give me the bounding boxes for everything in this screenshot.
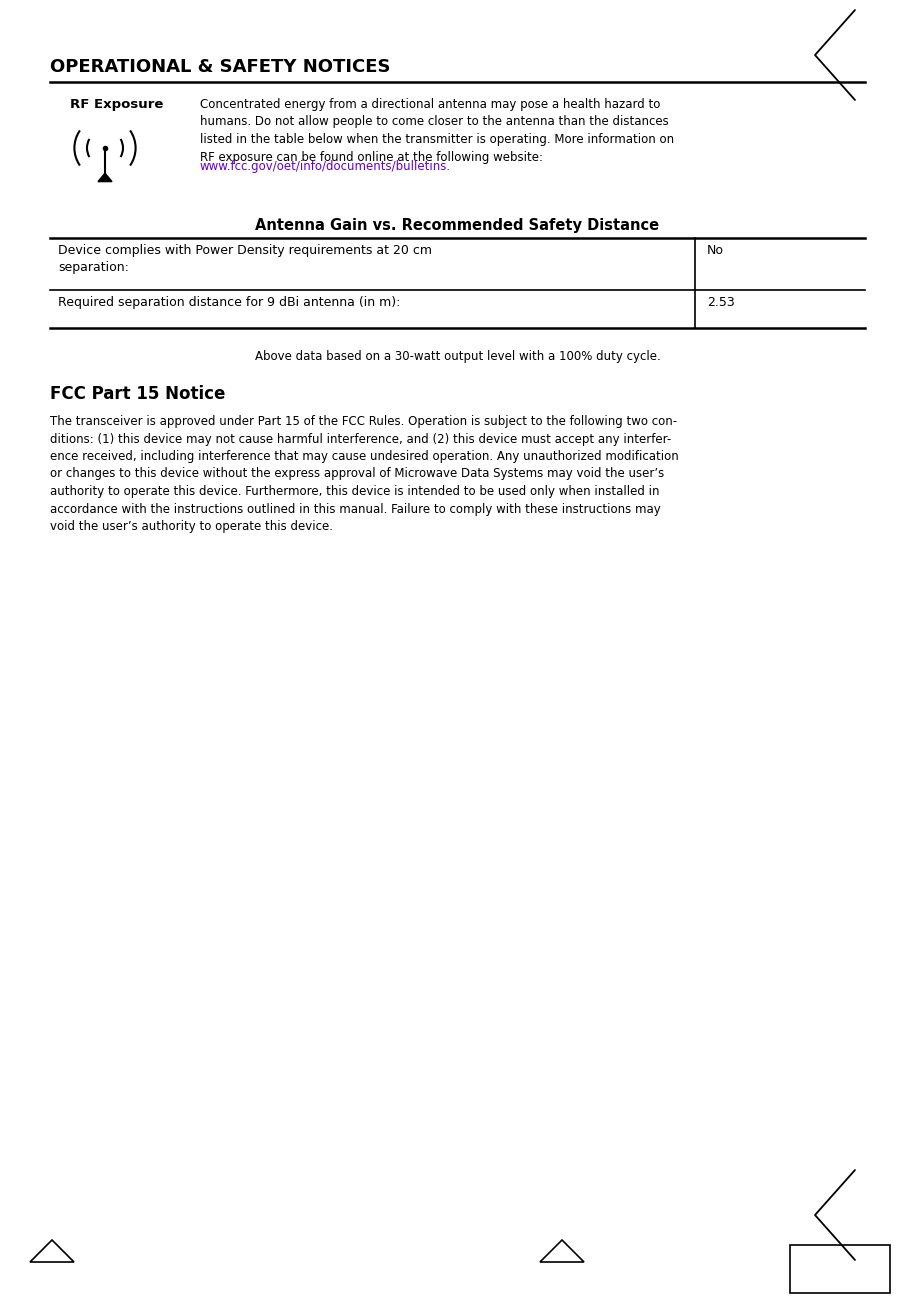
Text: FCC Part 15 Notice: FCC Part 15 Notice	[50, 385, 225, 403]
Text: Antenna Gain vs. Recommended Safety Distance: Antenna Gain vs. Recommended Safety Dist…	[256, 218, 659, 234]
Text: 2.53: 2.53	[706, 296, 734, 309]
Bar	[789, 1245, 889, 1293]
Text: Above data based on a 30-watt output level with a 100% duty cycle.: Above data based on a 30-watt output lev…	[255, 350, 660, 363]
Text: Concentrated energy from a directional antenna may pose a health hazard to
human: Concentrated energy from a directional a…	[200, 98, 674, 163]
Text: The transceiver is approved under Part 15 of the FCC Rules. Operation is subject: The transceiver is approved under Part 1…	[50, 415, 678, 532]
Text: No: No	[706, 244, 723, 257]
Text: www.fcc.gov/oet/info/documents/bulletins.: www.fcc.gov/oet/info/documents/bulletins…	[200, 161, 451, 174]
Polygon shape	[98, 174, 112, 181]
Text: Required separation distance for 9 dBi antenna (in m):: Required separation distance for 9 dBi a…	[58, 296, 400, 309]
Text: OPERATIONAL & SAFETY NOTICES: OPERATIONAL & SAFETY NOTICES	[50, 57, 390, 76]
Text: RF Exposure: RF Exposure	[70, 98, 163, 111]
Text: Device complies with Power Density requirements at 20 cm
separation:: Device complies with Power Density requi…	[58, 244, 432, 274]
